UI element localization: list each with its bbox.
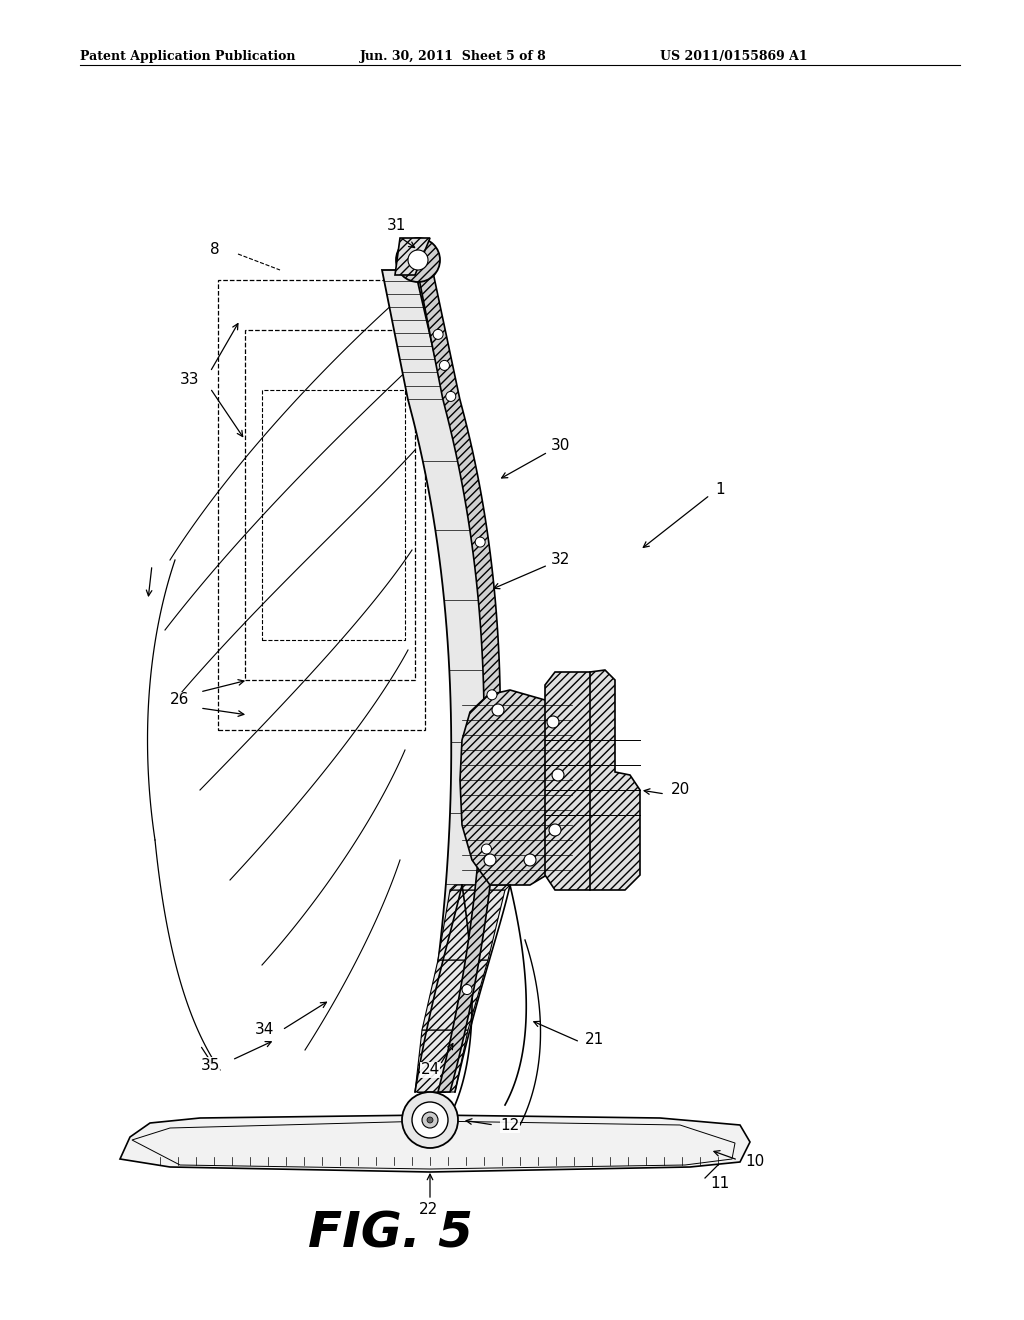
Text: Patent Application Publication: Patent Application Publication [80, 50, 296, 63]
Text: 34: 34 [255, 1023, 274, 1038]
Polygon shape [382, 271, 490, 1092]
Text: 21: 21 [586, 1032, 604, 1048]
Text: FIG. 5: FIG. 5 [307, 1210, 472, 1258]
Polygon shape [460, 690, 572, 884]
Text: 10: 10 [745, 1155, 765, 1170]
Circle shape [396, 238, 440, 282]
Text: 32: 32 [550, 553, 569, 568]
Circle shape [402, 1092, 458, 1148]
Circle shape [445, 392, 456, 401]
Circle shape [462, 985, 472, 994]
Polygon shape [438, 890, 505, 960]
Circle shape [427, 1117, 433, 1123]
Text: Jun. 30, 2011  Sheet 5 of 8: Jun. 30, 2011 Sheet 5 of 8 [360, 50, 547, 63]
Polygon shape [415, 1030, 468, 1092]
Circle shape [492, 704, 504, 715]
Text: 11: 11 [711, 1176, 730, 1191]
Polygon shape [422, 960, 488, 1030]
Circle shape [475, 537, 485, 546]
Circle shape [524, 854, 536, 866]
Text: 35: 35 [201, 1057, 220, 1072]
Text: 20: 20 [671, 783, 689, 797]
Polygon shape [545, 672, 600, 890]
Circle shape [408, 249, 428, 271]
Text: 30: 30 [550, 437, 569, 453]
Text: 33: 33 [180, 372, 200, 388]
Polygon shape [415, 257, 501, 1092]
Text: 22: 22 [419, 1203, 437, 1217]
Text: 12: 12 [501, 1118, 519, 1133]
Text: 31: 31 [387, 218, 407, 232]
Polygon shape [450, 884, 510, 890]
Circle shape [487, 690, 497, 700]
Circle shape [547, 715, 559, 729]
Circle shape [552, 770, 564, 781]
Text: 8: 8 [210, 243, 220, 257]
Circle shape [484, 854, 496, 866]
Text: US 2011/0155869 A1: US 2011/0155869 A1 [660, 50, 808, 63]
Circle shape [433, 330, 443, 339]
Circle shape [549, 824, 561, 836]
Text: 1: 1 [715, 483, 725, 498]
Circle shape [422, 1111, 438, 1129]
Polygon shape [395, 238, 430, 275]
Circle shape [439, 360, 450, 371]
Polygon shape [120, 1115, 750, 1172]
Circle shape [481, 843, 492, 854]
Circle shape [412, 1102, 449, 1138]
Polygon shape [590, 671, 640, 890]
Text: 26: 26 [170, 693, 189, 708]
Text: 24: 24 [421, 1063, 439, 1077]
